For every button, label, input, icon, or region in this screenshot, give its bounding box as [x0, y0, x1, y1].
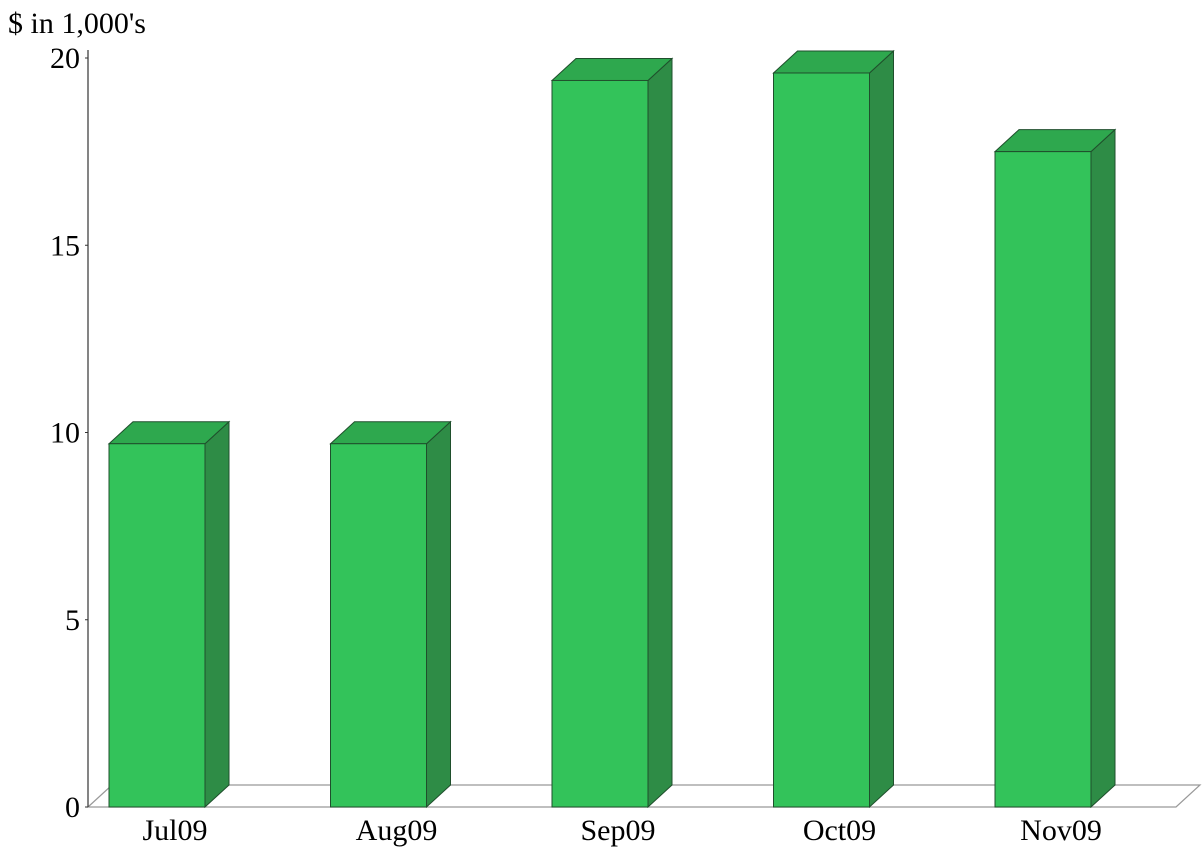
bar-front-face: [773, 72, 870, 808]
bar-front-face: [108, 443, 206, 808]
y-axis: 0 5 10 15 20: [50, 42, 89, 824]
bar-side-face: [1090, 128, 1116, 809]
bar: [772, 49, 895, 809]
x-axis-labels: Jul09 Aug09 Sep09 Oct09 Nov09: [142, 814, 1101, 847]
y-tick-label: 0: [65, 791, 80, 824]
x-tick-label: Sep09: [581, 814, 656, 847]
bar: [107, 420, 231, 809]
bar-front-face: [994, 151, 1092, 808]
x-tick-label: Nov09: [1020, 814, 1102, 847]
y-tick-label: 5: [65, 604, 80, 637]
bars: [107, 49, 1117, 809]
y-axis-label: $ in 1,000's: [8, 7, 146, 40]
x-tick-label: Jul09: [142, 814, 207, 847]
bar-side-face: [204, 420, 230, 809]
bar-side-face: [647, 57, 673, 809]
y-tick-label: 10: [50, 417, 80, 450]
bar: [329, 420, 452, 809]
y-tick-label: 15: [50, 229, 80, 262]
bar-front-face: [330, 443, 427, 808]
bar: [993, 128, 1117, 809]
bar: [550, 57, 674, 809]
bar-front-face: [551, 79, 649, 808]
x-tick-label: Aug09: [356, 814, 438, 847]
x-tick-label: Oct09: [803, 814, 876, 847]
bar-side-face: [869, 49, 894, 809]
y-tick-label: 20: [50, 42, 80, 75]
bar-side-face: [426, 420, 451, 809]
